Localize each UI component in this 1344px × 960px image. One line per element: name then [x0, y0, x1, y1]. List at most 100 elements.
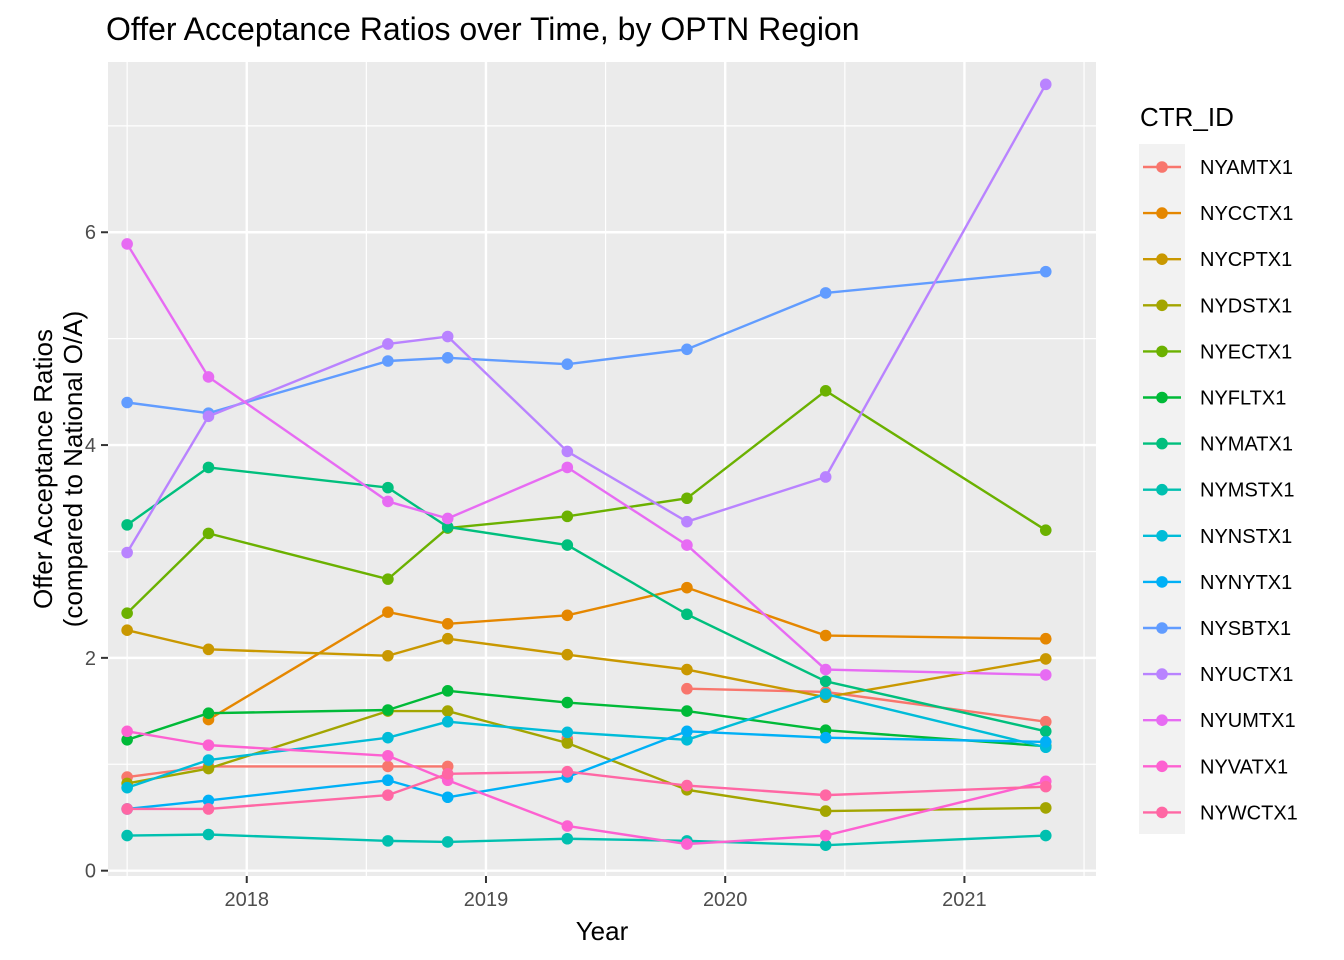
legend-label: NYDSTX1 — [1200, 295, 1292, 317]
legend-item-NYNSTX1: NYNSTX1 — [1143, 526, 1292, 548]
data-point-NYCPTX1 — [561, 648, 574, 661]
legend-item-NYMATX1: NYMATX1 — [1143, 434, 1293, 456]
series-line-NYMATX1 — [126, 466, 1047, 733]
legend-key-point — [1156, 483, 1168, 496]
series-NYVATX1 — [121, 725, 1052, 850]
data-point-NYAMTX1 — [681, 682, 693, 695]
data-point-NYCCTX1 — [819, 629, 832, 642]
legend-label: NYSBTX1 — [1200, 618, 1291, 640]
data-point-NYMSTX1 — [1039, 829, 1052, 842]
data-point-NYVATX1 — [202, 739, 215, 751]
series-NYUCTX1 — [121, 78, 1052, 559]
data-point-NYVATX1 — [382, 749, 394, 762]
data-point-NYMSTX1 — [441, 836, 454, 848]
series-line-NYECTX1 — [126, 389, 1047, 615]
data-point-NYCPTX1 — [441, 632, 454, 645]
legend-key-point — [1156, 207, 1168, 219]
legend-label: NYMATX1 — [1200, 434, 1293, 456]
series-line-NYMSTX1 — [127, 833, 1046, 847]
data-point-NYUMTX1 — [121, 238, 133, 250]
data-point-NYWCTX1 — [561, 765, 574, 778]
x-tick-label: 2021 — [942, 889, 987, 911]
data-point-NYWCTX1 — [202, 803, 215, 815]
data-point-NYNSTX1 — [681, 734, 693, 746]
data-point-NYNYTX1 — [1039, 736, 1052, 748]
legend-label: NYNSTX1 — [1200, 526, 1292, 548]
data-point-NYNYTX1 — [819, 731, 832, 744]
data-point-NYMATX1 — [1039, 725, 1052, 738]
data-point-NYFLTX1 — [121, 734, 133, 746]
data-point-NYVATX1 — [681, 838, 693, 850]
data-point-NYCCTX1 — [681, 581, 693, 594]
data-point-NYSBTX1 — [681, 343, 693, 356]
data-point-NYVATX1 — [121, 725, 133, 738]
data-point-NYECTX1 — [382, 573, 394, 585]
legend-label: NYWCTX1 — [1200, 802, 1298, 824]
data-point-NYECTX1 — [1039, 524, 1052, 536]
data-point-NYUCTX1 — [681, 515, 693, 528]
data-point-NYNSTX1 — [382, 731, 394, 744]
data-point-NYMATX1 — [121, 519, 133, 531]
data-point-NYNSTX1 — [561, 726, 574, 739]
data-point-NYMATX1 — [561, 539, 574, 551]
legend-item-NYMSTX1: NYMSTX1 — [1143, 480, 1294, 502]
legend-item-NYVATX1: NYVATX1 — [1143, 756, 1288, 778]
legend-key-point — [1156, 714, 1168, 726]
x-tick-label: 2019 — [464, 889, 509, 911]
data-point-NYFLTX1 — [561, 696, 574, 709]
data-point-NYFLTX1 — [441, 685, 454, 697]
data-point-NYMSTX1 — [819, 839, 832, 851]
data-point-NYWCTX1 — [121, 803, 133, 815]
data-point-NYDSTX1 — [561, 737, 574, 749]
data-point-NYWCTX1 — [819, 789, 832, 801]
legend-key-point — [1156, 299, 1168, 312]
data-point-NYWCTX1 — [681, 779, 693, 792]
legend-item-NYECTX1: NYECTX1 — [1143, 341, 1292, 363]
legend-key-point — [1156, 806, 1168, 819]
series-layer — [121, 78, 1052, 851]
data-point-NYECTX1 — [681, 492, 693, 505]
data-point-NYUMTX1 — [561, 461, 574, 474]
series-NYMATX1 — [121, 461, 1052, 738]
y-tick-label: 0 — [85, 861, 96, 883]
series-line-NYVATX1 — [126, 730, 1047, 846]
data-point-NYUCTX1 — [561, 445, 574, 458]
data-point-NYNYTX1 — [681, 725, 693, 738]
data-point-NYNYTX1 — [441, 791, 454, 804]
chart-title: Offer Acceptance Ratios over Time, by OP… — [106, 11, 860, 47]
data-point-NYWCTX1 — [1039, 780, 1052, 793]
data-point-NYSBTX1 — [441, 352, 454, 364]
legend-item-NYSBTX1: NYSBTX1 — [1143, 618, 1291, 640]
data-point-NYCPTX1 — [121, 624, 133, 637]
legend-item-NYAMTX1: NYAMTX1 — [1143, 157, 1293, 179]
data-point-NYNSTX1 — [441, 715, 454, 728]
legend-item-NYUCTX1: NYUCTX1 — [1143, 664, 1293, 686]
y-axis: 0 2 4 6 — [85, 222, 108, 883]
data-point-NYCPTX1 — [681, 663, 693, 676]
legend-label: NYNYTX1 — [1200, 572, 1292, 594]
data-point-NYWCTX1 — [441, 768, 454, 780]
data-point-NYECTX1 — [121, 607, 133, 619]
series-line-NYUMTX1 — [126, 243, 1046, 677]
y-axis-label-line-1: Offer Acceptance Ratios — [28, 329, 58, 609]
series-line-NYNSTX1 — [126, 692, 1047, 789]
legend-label: NYVATX1 — [1200, 756, 1288, 778]
legend-key-point — [1156, 161, 1168, 173]
series-NYUMTX1 — [121, 238, 1052, 681]
legend-key-point — [1156, 253, 1168, 265]
data-point-NYCPTX1 — [1039, 653, 1052, 665]
y-tick-label: 2 — [85, 648, 96, 670]
series-line-NYAMTX1 — [126, 765, 448, 779]
series-line-NYNYTX1 — [127, 730, 1046, 811]
data-point-NYMATX1 — [681, 608, 693, 621]
data-point-NYUCTX1 — [382, 338, 394, 350]
data-point-NYMATX1 — [382, 481, 394, 494]
data-point-NYAMTX1 — [1039, 715, 1052, 728]
series-NYCPTX1 — [121, 624, 1052, 704]
data-point-NYFLTX1 — [382, 704, 394, 716]
legend-item-NYDSTX1: NYDSTX1 — [1143, 295, 1292, 317]
data-point-NYNSTX1 — [819, 688, 832, 700]
data-point-NYCCTX1 — [1039, 632, 1052, 645]
data-point-NYNSTX1 — [121, 781, 133, 794]
legend-item-NYUMTX1: NYUMTX1 — [1143, 710, 1296, 732]
